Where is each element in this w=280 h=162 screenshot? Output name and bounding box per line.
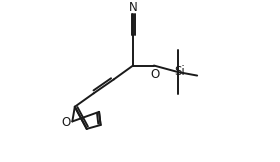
Text: O: O bbox=[62, 116, 71, 129]
Text: Si: Si bbox=[174, 65, 185, 78]
Text: O: O bbox=[151, 68, 160, 81]
Text: N: N bbox=[129, 1, 137, 14]
